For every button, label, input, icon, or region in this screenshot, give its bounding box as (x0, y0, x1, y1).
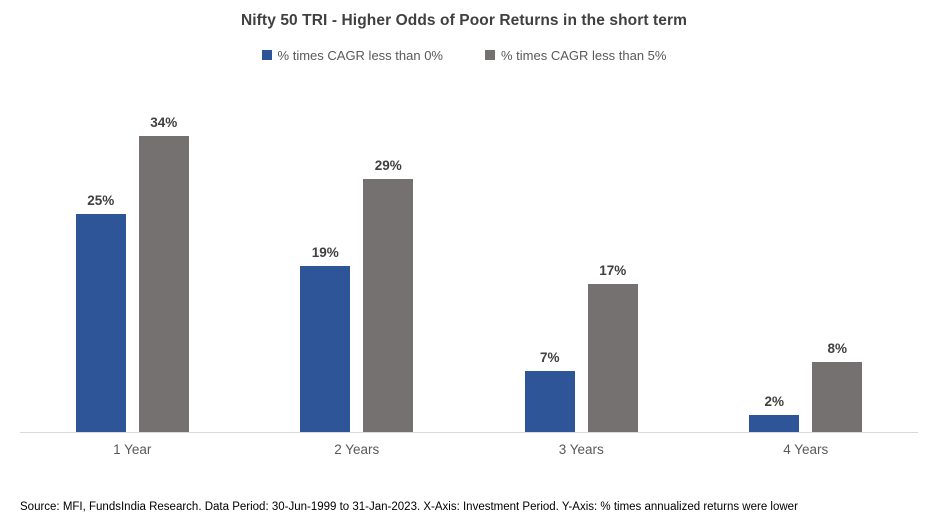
x-axis-label-1-year: 1 Year (113, 442, 152, 457)
bar-2-years-series-0: 19% (300, 245, 351, 432)
value-label: 34% (150, 115, 178, 130)
bar-4-years-series-1: 8% (812, 341, 863, 432)
plot-area: 25% 34% 19% 29% 7% 17% 2% 8% (20, 92, 918, 433)
chart-legend: % times CAGR less than 0% % times CAGR l… (0, 46, 928, 64)
value-label: 8% (827, 341, 847, 356)
value-label: 25% (87, 193, 115, 208)
bar-2-years-series-1: 29% (363, 158, 414, 432)
x-axis-labels: 1 Year 2 Years 3 Years 4 Years (20, 433, 918, 457)
legend-label-cagr-less-than-0: % times CAGR less than 0% (277, 47, 443, 63)
legend-swatch-gray (485, 50, 495, 60)
value-label: 2% (764, 394, 784, 409)
value-label: 19% (311, 245, 339, 260)
x-axis-label-2-years: 2 Years (334, 442, 380, 457)
bar-4-years-series-0: 2% (749, 394, 800, 432)
legend-swatch-blue (261, 50, 272, 60)
bar-1-year-series-1: 34% (138, 115, 189, 432)
legend-label-cagr-less-than-5: % times CAGR less than 5% (501, 47, 667, 63)
bar-3-years-series-0: 7% (524, 350, 575, 432)
value-label: 7% (539, 350, 560, 365)
bar-group-1-year: 25% 34% (75, 92, 189, 432)
bar-group-2-years: 19% 29% (300, 92, 414, 432)
value-label: 29% (374, 158, 402, 173)
legend-item-cagr-less-than-0: % times CAGR less than 0% (261, 47, 443, 63)
bar-1-year-series-0: 25% (75, 193, 126, 432)
x-axis-label-3-years: 3 Years (558, 442, 604, 457)
bar-group-4-years: 2% 8% (749, 92, 863, 432)
bar-3-years-series-1: 17% (587, 263, 638, 432)
legend-item-cagr-less-than-5: % times CAGR less than 5% (485, 48, 666, 63)
source-note: Source: MFI, FundsIndia Research. Data P… (20, 501, 798, 513)
value-label: 17% (599, 263, 627, 278)
bar-group-3-years: 7% 17% (524, 92, 638, 432)
chart-title: Nifty 50 TRI - Higher Odds of Poor Retur… (240, 12, 688, 29)
x-axis-label-4-years: 4 Years (783, 442, 829, 457)
